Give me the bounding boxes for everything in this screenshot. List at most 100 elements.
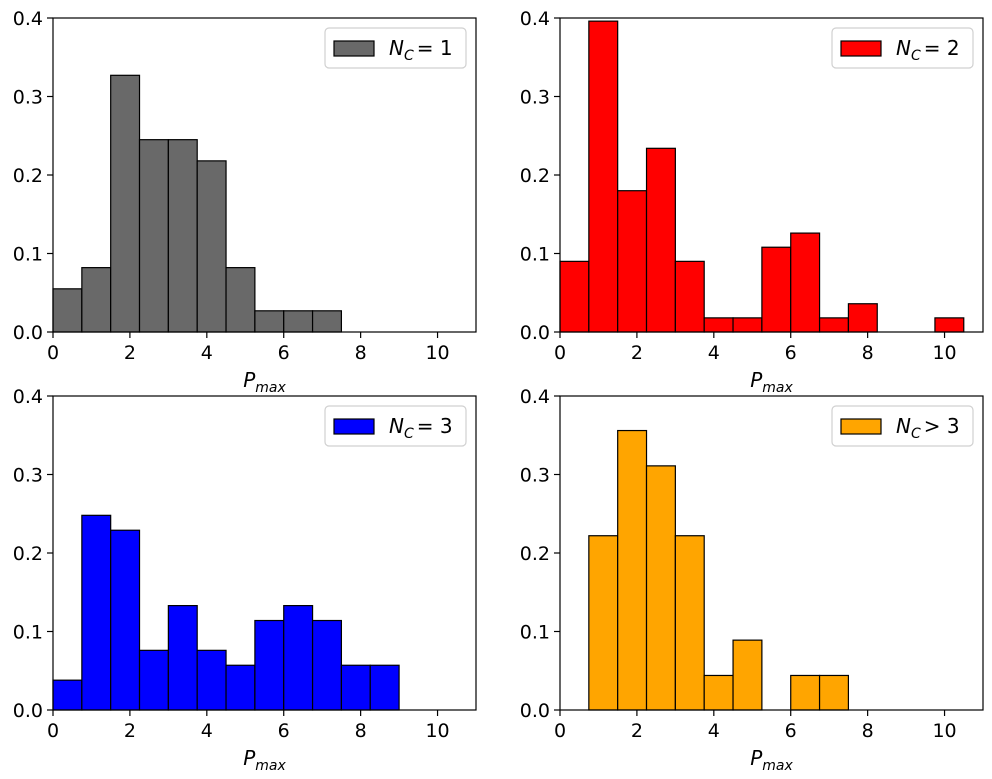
histogram-bar	[254, 619, 285, 711]
y-tick-label: 0.1	[520, 622, 550, 644]
legend: NC = 3	[324, 405, 467, 447]
histogram-bar	[674, 535, 705, 711]
chart-panel-1: 0 2 4 6 8 10 0.0 0.1 0.2 0.3 0.4 Pmax NC = 1	[13, 8, 477, 396]
legend: NC > 3	[831, 405, 974, 447]
histogram-bar	[645, 147, 676, 333]
histogram-bar	[761, 246, 792, 333]
y-tick-label: 0.0	[520, 322, 550, 344]
histogram-bar	[283, 604, 314, 711]
y-tick-label: 0.3	[520, 87, 550, 109]
x-tick-label: 6	[278, 342, 290, 364]
y-tick-label: 0.4	[13, 8, 43, 30]
histogram-bar	[559, 260, 590, 333]
histogram-bar	[732, 317, 763, 333]
y-tick-label: 0.1	[13, 622, 43, 644]
histogram-bar	[254, 310, 285, 333]
x-tick-label: 8	[355, 342, 367, 364]
y-tick-label: 0.0	[520, 700, 550, 722]
histogram-bar	[138, 649, 169, 711]
histogram-bar	[110, 74, 141, 333]
y-tick-label: 0.4	[520, 8, 550, 30]
legend-frame	[831, 27, 974, 69]
histogram-bar	[703, 317, 734, 333]
x-axis-label: Pmax	[750, 746, 793, 774]
chart-panel-2: 0 2 4 6 8 10 0.0 0.1 0.2 0.3 0.4 Pmax NC = 2	[520, 8, 984, 396]
y-tick-label: 0.1	[13, 244, 43, 266]
histogram-bar	[81, 267, 112, 333]
histogram-bar	[732, 639, 763, 711]
legend-label: NC = 1	[389, 36, 453, 64]
x-axis-label: Pmax	[750, 368, 793, 396]
chart-panel-3: 0 2 4 6 8 10 0.0 0.1 0.2 0.3 0.4 Pmax NC = 3	[13, 386, 477, 774]
histogram-bar	[52, 679, 83, 711]
histogram-bar	[167, 139, 198, 333]
histogram-bar	[311, 310, 343, 333]
histogram-bar	[311, 619, 343, 711]
x-tick-label: 6	[785, 342, 797, 364]
legend-swatch	[840, 418, 882, 435]
x-axis-label: Pmax	[243, 368, 286, 396]
histogram-bar	[225, 664, 256, 711]
x-tick-label: 10	[425, 342, 449, 364]
legend: NC = 1	[324, 27, 467, 69]
y-tick-label: 0.3	[13, 465, 43, 487]
y-tick-label: 0.0	[13, 700, 43, 722]
histogram-bar	[167, 604, 198, 711]
x-tick-label: 0	[554, 342, 566, 364]
y-tick-label: 0.4	[13, 386, 43, 408]
legend-swatch	[333, 418, 375, 435]
x-tick-label: 8	[862, 720, 874, 742]
histogram-bar	[138, 139, 169, 333]
y-tick-label: 0.0	[13, 322, 43, 344]
y-tick-label: 0.2	[13, 543, 43, 565]
legend-swatch	[333, 40, 375, 57]
histogram-bar	[369, 664, 400, 711]
legend-frame	[324, 27, 467, 69]
x-tick-label: 4	[708, 720, 720, 742]
histogram-bar	[588, 535, 619, 711]
histogram-bar	[645, 465, 676, 711]
x-tick-label: 2	[124, 342, 136, 364]
histogram-bar	[52, 288, 83, 333]
histogram-bar	[340, 664, 371, 711]
chart-panel-4: 0 2 4 6 8 10 0.0 0.1 0.2 0.3 0.4 Pmax NC > 3	[520, 386, 984, 774]
histogram-bar	[588, 20, 619, 333]
y-tick-label: 0.3	[520, 465, 550, 487]
y-tick-label: 0.2	[13, 165, 43, 187]
histogram-bar	[196, 160, 227, 333]
legend-label: NC = 2	[896, 36, 960, 64]
histogram-bar	[790, 232, 821, 333]
y-tick-label: 0.4	[520, 386, 550, 408]
x-tick-label: 0	[554, 720, 566, 742]
histogram-bar	[225, 267, 256, 333]
x-tick-label: 2	[631, 720, 643, 742]
y-tick-label: 0.3	[13, 87, 43, 109]
x-tick-label: 0	[47, 720, 59, 742]
legend-frame	[324, 405, 467, 447]
histogram-bar	[81, 514, 112, 711]
x-tick-label: 10	[425, 720, 449, 742]
histogram-bar	[674, 260, 705, 333]
x-tick-label: 4	[201, 720, 213, 742]
legend-label: NC > 3	[896, 414, 960, 442]
histogram-bar	[110, 529, 141, 711]
histogram-bar	[790, 674, 821, 711]
x-tick-label: 8	[355, 720, 367, 742]
histogram-bar	[196, 649, 227, 711]
x-tick-label: 4	[201, 342, 213, 364]
histogram-bar	[283, 310, 314, 333]
x-tick-label: 6	[785, 720, 797, 742]
histogram-bar	[818, 317, 850, 333]
x-axis-label: Pmax	[243, 746, 286, 774]
histogram-bar	[703, 674, 734, 711]
histogram-bar	[847, 303, 878, 333]
histogram-bar	[818, 674, 850, 711]
x-tick-label: 2	[124, 720, 136, 742]
histogram-bar	[617, 190, 648, 333]
y-tick-label: 0.1	[520, 244, 550, 266]
x-tick-label: 10	[932, 342, 956, 364]
legend: NC = 2	[831, 27, 974, 69]
legend-label: NC = 3	[389, 414, 453, 442]
legend-frame	[831, 405, 974, 447]
